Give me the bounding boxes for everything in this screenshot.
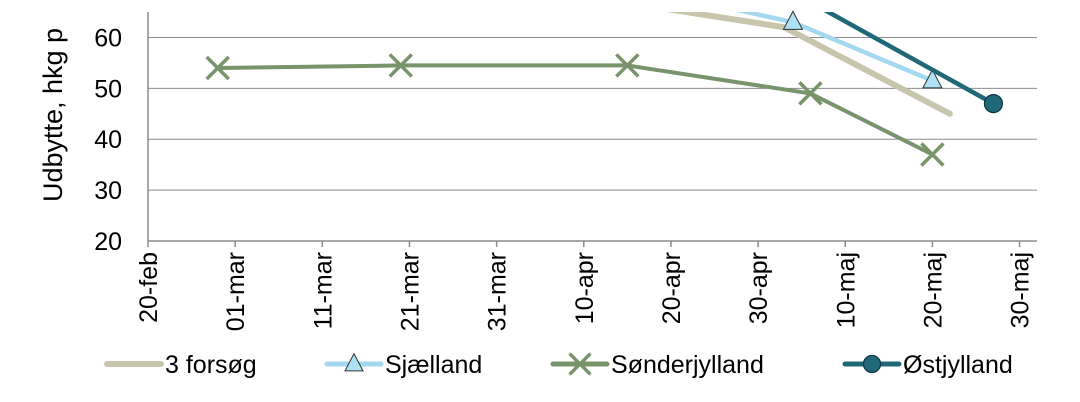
x-tick-label: 10-apr [571,252,599,324]
y-axis-title: Udbytte, hkg p [38,28,68,202]
legend-label: Østjylland [903,351,1013,379]
x-tick-label: 10-maj [832,252,860,328]
x-tick-label: 21-mar [396,252,424,331]
triangle-marker [782,10,804,30]
x-marker [568,352,592,376]
circle-marker [862,354,882,374]
series-line [823,12,996,106]
y-tick-label: 40 [94,126,122,154]
x-tick-label: 11-mar [309,252,337,329]
triangle-marker [922,68,943,89]
series-sjælland [735,10,943,89]
x-marker [798,81,823,106]
x-tick-label: 30-maj [1007,252,1035,328]
y-tick-label: 60 [94,24,122,52]
x-tick-label: 30-apr [745,252,773,324]
x-tick-label: 31-mar [484,252,512,331]
legend-label: Sjælland [385,351,482,379]
legend-item: Østjylland [842,351,1013,379]
series-sønderjylland [205,53,945,167]
triangle-marker [344,352,364,372]
legend-item: Sønderjylland [550,351,764,379]
series-østjylland [823,12,1004,114]
x-tick-label: 20-maj [919,252,947,328]
legend-label: Sønderjylland [611,351,764,379]
legend-item: 3 forsøg [104,351,257,379]
y-axis-label: Udbytte, hkg p [38,28,68,202]
y-tick-label: 20 [94,228,122,256]
y-tick-label: 30 [94,177,122,205]
x-tick-label: 20-apr [658,252,686,324]
x-marker [615,53,640,78]
legend-label: 3 forsøg [165,351,257,379]
y-tick-label: 50 [94,75,122,103]
x-tick-label: 01-mar [222,252,250,331]
legend-item: Sjælland [324,351,482,379]
plot-area: 20 30 40 50 60 20-feb 01-mar 11-mar 21-mar 31-mar… [94,10,1037,379]
circle-marker [983,93,1004,114]
legend: 3 forsøg Sjælland Sønderjylland Østjylland [104,351,1013,379]
x-marker [205,55,230,81]
x-marker [388,53,413,78]
x-marker [920,142,945,167]
x-tick-label: 20-feb [135,252,163,323]
